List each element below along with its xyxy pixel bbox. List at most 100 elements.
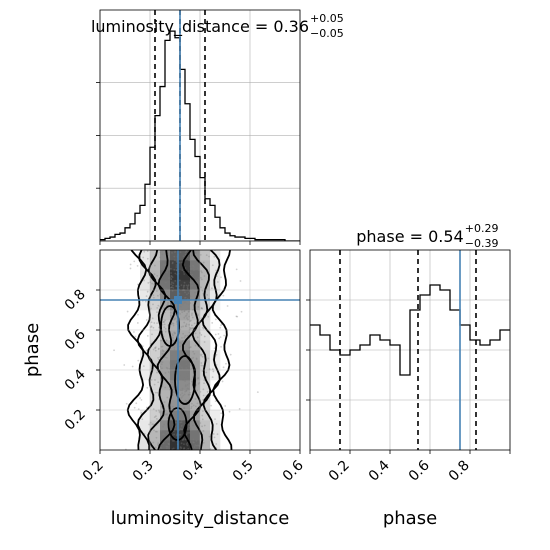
scatter-point — [137, 359, 140, 362]
truth-marker — [174, 296, 182, 304]
scatter-point — [182, 379, 185, 382]
scatter-point — [188, 326, 191, 329]
scatter-point — [183, 296, 186, 299]
scatter-point — [154, 379, 156, 381]
density-cell — [160, 370, 171, 381]
scatter-point — [172, 447, 175, 450]
scatter-point — [221, 380, 224, 383]
scatter-point — [173, 331, 176, 334]
contour-loop — [174, 355, 196, 405]
scatter-point — [186, 387, 189, 390]
density-cell — [180, 270, 191, 281]
scatter-point — [236, 315, 239, 318]
scatter-point — [203, 335, 206, 338]
scatter-point — [178, 279, 181, 282]
scatter-point — [179, 446, 182, 449]
distance-x-tick-labels: 0.2 0.3 0.4 0.5 0.6 — [80, 457, 307, 484]
scatter-point — [163, 423, 166, 426]
scatter-point — [203, 275, 206, 277]
scatter-point — [215, 443, 218, 445]
scatter-point — [146, 386, 149, 389]
scatter-point — [185, 293, 188, 296]
scatter-point — [186, 384, 189, 386]
density-cell — [200, 260, 211, 271]
scatter-point — [166, 289, 169, 292]
scatter-point — [192, 356, 195, 359]
scatter-point — [174, 272, 177, 275]
scatter-point — [156, 307, 159, 309]
scatter-point — [189, 295, 192, 298]
scatter-point — [179, 374, 182, 377]
scatter-point — [191, 419, 194, 422]
scatter-point — [160, 339, 163, 342]
scatter-point — [185, 250, 188, 252]
scatter-point — [200, 307, 203, 310]
scatter-point — [150, 321, 153, 324]
scatter-point — [206, 391, 209, 393]
density-cell — [160, 410, 171, 421]
scatter-point — [256, 391, 259, 394]
scatter-point — [226, 305, 229, 307]
scatter-point — [196, 278, 199, 281]
scatter-point — [184, 385, 187, 388]
scatter-point — [188, 424, 191, 426]
density-cell — [200, 300, 211, 311]
scatter-point — [218, 337, 221, 340]
x-tick-label: 0.4 — [366, 457, 393, 484]
scatter-point — [201, 425, 203, 428]
scatter-point — [199, 276, 202, 279]
scatter-point — [171, 381, 174, 384]
density-cell — [170, 330, 181, 341]
scatter-point — [170, 374, 173, 376]
scatter-point — [184, 251, 187, 254]
scatter-point — [189, 271, 192, 274]
panel-distance-histogram: luminosity_distance = 0.36 +0.05 −0.05 — [91, 9, 344, 245]
scatter-point — [157, 409, 160, 412]
scatter-point — [216, 281, 219, 283]
scatter-point — [171, 440, 174, 442]
scatter-point — [192, 424, 194, 427]
scatter-point — [152, 408, 155, 411]
density-cell — [190, 440, 201, 450]
scatter-point — [181, 428, 183, 431]
scatter-point — [189, 346, 192, 348]
scatter-point — [178, 305, 181, 308]
scatter-point — [175, 434, 178, 437]
density-cells — [140, 250, 221, 450]
density-cell — [200, 330, 211, 341]
scatter-point — [154, 346, 156, 349]
scatter-point — [164, 319, 166, 322]
scatter-point — [162, 425, 165, 428]
scatter-point — [183, 321, 186, 324]
scatter-point — [187, 376, 190, 378]
scatter-point — [181, 392, 184, 395]
density-cell — [180, 390, 191, 401]
scatter-point — [201, 355, 204, 358]
scatter-point — [183, 316, 186, 319]
scatter-point — [181, 352, 184, 355]
scatter-point — [185, 389, 188, 392]
scatter-point — [220, 324, 222, 327]
scatter-point — [189, 259, 192, 262]
scatter-point — [190, 281, 193, 284]
scatter-point — [185, 284, 188, 287]
scatter-point — [137, 408, 140, 411]
scatter-point — [185, 350, 188, 352]
scatter-point — [166, 303, 169, 306]
scatter-point — [172, 334, 174, 337]
scatter-point — [140, 398, 143, 401]
scatter-point — [154, 349, 157, 352]
scatter-point — [126, 310, 129, 313]
scatter-point — [184, 291, 186, 294]
scatter-point — [172, 386, 175, 389]
scatter-point — [180, 424, 183, 427]
scatter-point — [173, 390, 175, 393]
density-cell — [140, 410, 151, 421]
density-cell — [160, 420, 171, 431]
scatter-point — [212, 370, 215, 373]
scatter-point — [193, 269, 195, 272]
scatter-point — [160, 363, 163, 366]
scatter-point — [168, 443, 170, 446]
scatter-point — [170, 275, 173, 278]
scatter-point — [156, 430, 158, 433]
